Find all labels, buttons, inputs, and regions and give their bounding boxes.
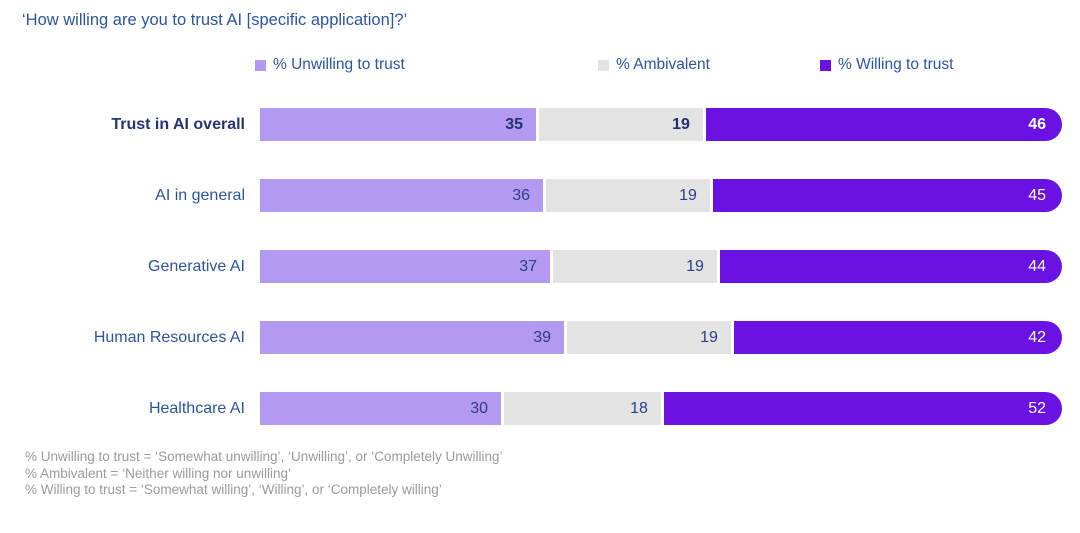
segment-value: 45 — [1028, 186, 1046, 204]
legend: % Unwilling to trust % Ambivalent % Will… — [255, 54, 953, 76]
footnote-ambivalent: % Ambivalent = ‘Neither willing nor unwi… — [25, 465, 291, 481]
segment-value: 19 — [672, 115, 690, 133]
stacked-bar: 39 19 42 — [260, 321, 1062, 354]
stacked-bar: 30 18 52 — [260, 392, 1062, 425]
bar-segment-ambivalent: 19 — [546, 179, 710, 212]
bar-segment-unwilling: 37 — [260, 250, 551, 283]
bar-segment-unwilling: 30 — [260, 392, 501, 425]
bar-segment-willing: 52 — [663, 392, 1062, 425]
segment-value: 30 — [470, 399, 488, 417]
chart-row: Trust in AI overall 35 19 46 — [0, 89, 1080, 160]
segment-value: 44 — [1028, 257, 1046, 275]
chart-title: ‘How willing are you to trust AI [specif… — [22, 11, 408, 29]
legend-label-ambivalent: % Ambivalent — [616, 56, 710, 73]
bar-segment-ambivalent: 19 — [567, 321, 731, 354]
chart-row: Human Resources AI 39 19 42 — [0, 302, 1080, 373]
bar-segment-ambivalent: 19 — [553, 250, 717, 283]
chart-row: Healthcare AI 30 18 52 — [0, 373, 1080, 444]
category-label: Healthcare AI — [148, 399, 245, 417]
legend-label-willing: % Willing to trust — [838, 56, 954, 73]
segment-value: 36 — [512, 186, 531, 204]
segment-value: 19 — [679, 186, 697, 204]
segment-value: 42 — [1028, 328, 1046, 346]
bar-segment-unwilling: 35 — [260, 108, 537, 141]
category-label: Trust in AI overall — [111, 115, 245, 133]
legend-swatch-willing-icon — [820, 59, 831, 71]
stacked-bar: 36 19 45 — [260, 179, 1062, 212]
chart-row: AI in general 36 19 45 — [0, 160, 1080, 231]
legend-swatch-ambivalent-icon — [598, 59, 609, 71]
segment-value: 37 — [519, 257, 538, 275]
bar-segment-willing: 42 — [733, 321, 1062, 354]
bar-segment-willing: 44 — [719, 250, 1062, 283]
segment-value: 52 — [1028, 399, 1046, 417]
bar-segment-willing: 46 — [705, 108, 1062, 141]
footnote-willing: % Willing to trust = ‘Somewhat willing’,… — [25, 482, 442, 497]
segment-value: 18 — [630, 399, 648, 417]
chart-row: Generative AI 37 19 44 — [0, 231, 1080, 302]
bar-segment-unwilling: 36 — [260, 179, 544, 212]
segment-value: 39 — [533, 328, 552, 346]
category-label: AI in general — [155, 186, 245, 204]
category-label: Human Resources AI — [93, 328, 245, 346]
legend-item-willing: % Willing to trust — [820, 56, 953, 74]
segment-value: 46 — [1028, 115, 1046, 133]
legend-item-ambivalent: % Ambivalent — [598, 56, 820, 74]
legend-swatch-unwilling-icon — [255, 59, 266, 71]
segment-value: 19 — [686, 257, 704, 275]
category-label: Generative AI — [148, 257, 245, 275]
bar-segment-ambivalent: 18 — [503, 392, 661, 425]
segment-value: 19 — [700, 328, 718, 346]
legend-label-unwilling: % Unwilling to trust — [273, 56, 405, 73]
bar-segment-willing: 45 — [712, 179, 1062, 212]
footnotes: % Unwilling to trust = ‘Somewhat unwilli… — [25, 449, 503, 499]
stacked-bar: 37 19 44 — [260, 250, 1062, 283]
chart-area: Trust in AI overall 35 19 46 AI in gener… — [0, 89, 1080, 444]
footnote-unwilling: % Unwilling to trust = ‘Somewhat unwilli… — [25, 449, 503, 464]
segment-value: 35 — [505, 115, 524, 133]
legend-item-unwilling: % Unwilling to trust — [255, 56, 598, 74]
bar-segment-ambivalent: 19 — [539, 108, 703, 141]
stacked-bar: 35 19 46 — [260, 108, 1062, 141]
bar-segment-unwilling: 39 — [260, 321, 565, 354]
